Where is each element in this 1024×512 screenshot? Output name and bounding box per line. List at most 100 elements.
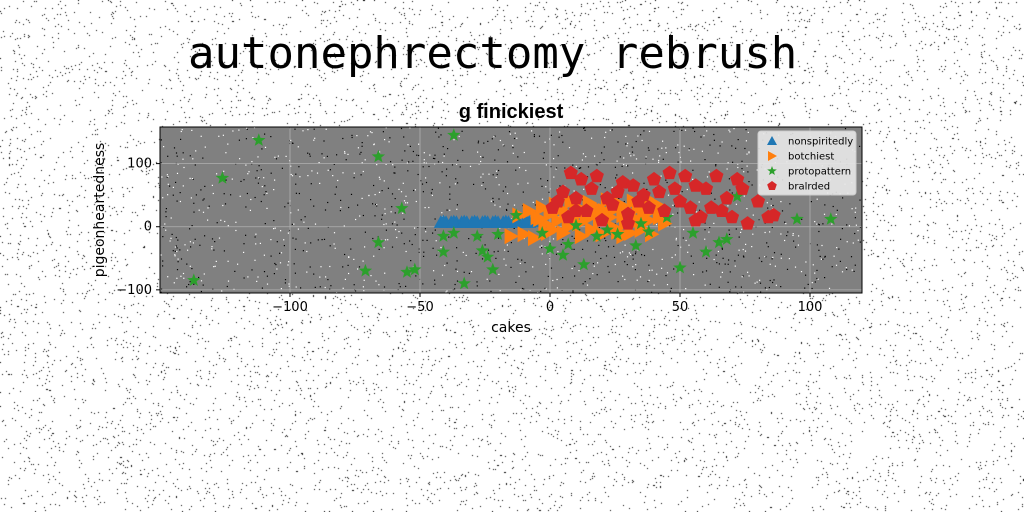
point-protopattern	[371, 235, 386, 249]
legend-label-botchiest: botchiest	[788, 152, 834, 163]
point-bralrded	[678, 168, 693, 183]
point-botchiest	[504, 228, 519, 245]
point-bralrded	[584, 181, 599, 195]
legend-marker-bralrded	[767, 181, 777, 190]
point-protopattern	[556, 248, 570, 261]
point-nonspiritedly	[478, 214, 492, 228]
legend-label-bralrded: bralrded	[788, 182, 830, 193]
point-protopattern	[730, 189, 744, 203]
point-bralrded	[563, 165, 578, 180]
point-protopattern	[610, 227, 625, 240]
page-title: autonephrectomy rebrush	[188, 28, 798, 79]
point-bralrded	[688, 212, 703, 227]
point-bralrded	[719, 190, 734, 205]
point-botchiest	[574, 228, 590, 245]
point-protopattern	[358, 263, 373, 277]
point-bralrded	[683, 200, 698, 214]
point-protopattern	[491, 227, 505, 240]
point-protopattern	[712, 235, 726, 249]
point-protopattern	[569, 218, 583, 232]
point-bralrded	[568, 190, 584, 205]
point-nonspiritedly	[488, 214, 503, 228]
x-tick-label: −100	[272, 300, 308, 315]
point-protopattern	[215, 171, 230, 184]
point-bralrded	[672, 194, 688, 208]
point-protopattern	[590, 229, 604, 242]
point-protopattern	[577, 257, 591, 271]
point-protopattern	[475, 243, 490, 257]
point-bralrded	[709, 168, 724, 183]
point-bralrded	[641, 200, 656, 214]
point-nonspiritedly	[498, 214, 513, 228]
point-protopattern	[408, 262, 422, 276]
legend-label-protopattern: protopattern	[788, 167, 851, 178]
legend-label-nonspiritedly: nonspiritedly	[788, 137, 853, 148]
point-protopattern	[187, 273, 201, 286]
point-nonspiritedly	[467, 214, 482, 228]
point-bralrded	[652, 184, 667, 199]
point-botchiest	[522, 202, 538, 219]
point-protopattern	[400, 265, 414, 278]
point-bralrded	[589, 168, 604, 183]
point-protopattern	[642, 224, 656, 238]
y-tick-label: 0	[144, 220, 152, 235]
point-nonspiritedly	[436, 214, 451, 228]
point-protopattern	[561, 237, 575, 251]
point-bralrded	[620, 206, 636, 221]
point-bralrded	[605, 197, 620, 211]
point-bralrded	[662, 165, 677, 180]
point-botchiest	[517, 226, 532, 243]
point-nonspiritedly	[457, 214, 472, 228]
point-protopattern	[634, 216, 648, 230]
y-axis-ticks: −100 0 100	[116, 157, 160, 298]
point-protopattern	[509, 208, 523, 221]
point-protopattern	[686, 226, 700, 239]
point-protopattern	[720, 232, 734, 245]
point-bralrded	[724, 209, 740, 224]
point-bralrded	[657, 203, 672, 217]
point-protopattern	[436, 229, 451, 242]
x-tick-label: 100	[798, 300, 823, 315]
y-tick-label: −100	[116, 283, 152, 298]
plot-area	[160, 127, 862, 293]
point-botchiest	[632, 212, 647, 229]
point-protopattern	[790, 212, 804, 225]
y-tick-label: 100	[127, 157, 152, 172]
y-axis-label: pigeonheartedness	[92, 143, 108, 278]
point-bralrded	[740, 216, 755, 230]
point-protopattern	[824, 212, 838, 225]
point-botchiest	[642, 212, 657, 229]
point-botchiest	[585, 221, 600, 238]
point-bralrded	[688, 178, 703, 192]
point-bralrded	[574, 171, 589, 186]
point-nonspiritedly	[446, 214, 461, 228]
point-bralrded	[626, 178, 641, 192]
point-bralrded	[750, 194, 766, 208]
point-bralrded	[714, 203, 729, 217]
point-bralrded	[636, 187, 651, 202]
point-bralrded	[594, 212, 610, 227]
point-bralrded	[555, 184, 571, 199]
legend: nonspiritedly botchiest protopattern bralrd…	[757, 130, 857, 196]
point-bralrded	[579, 203, 594, 217]
x-tick-label: 50	[672, 300, 689, 315]
x-tick-label: 0	[546, 300, 554, 315]
point-botchiest	[533, 211, 548, 228]
x-axis-ticks: −100 −50 0 50 100	[272, 293, 822, 315]
point-protopattern	[543, 241, 557, 255]
point-protopattern	[371, 149, 386, 163]
point-bralrded	[646, 171, 662, 186]
x-axis-label: cakes	[491, 320, 531, 336]
legend-marker-nonspiritedly	[767, 136, 777, 145]
legend-marker-botchiest	[768, 151, 777, 161]
point-bralrded	[568, 203, 584, 217]
point-botchiest	[535, 199, 551, 216]
point-protopattern	[535, 226, 549, 239]
point-protopattern	[447, 226, 461, 239]
legend-marker-protopattern	[767, 166, 777, 175]
point-bralrded	[704, 200, 719, 214]
point-bralrded	[667, 181, 682, 195]
point-protopattern	[600, 222, 614, 236]
point-botchiest	[528, 230, 543, 247]
